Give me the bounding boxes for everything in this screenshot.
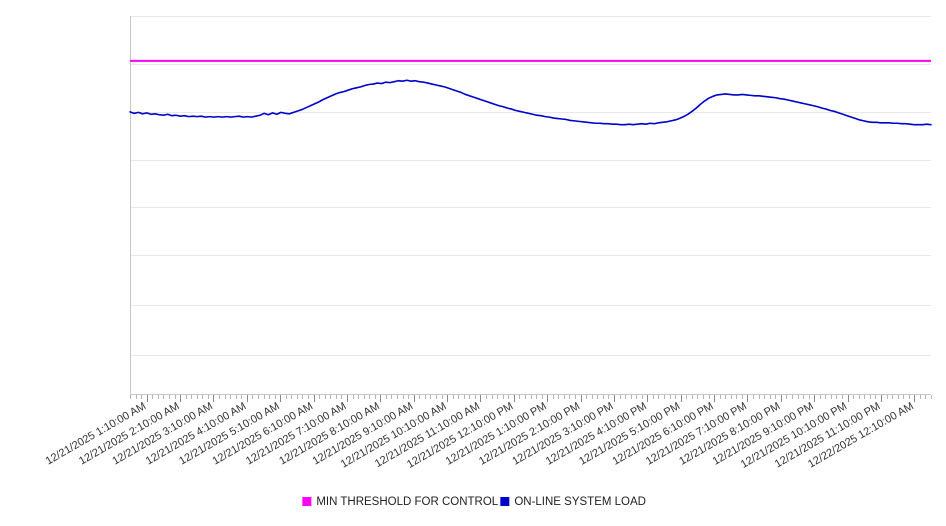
chart-legend: MIN THRESHOLD FOR CONTROL ON-LINE SYSTEM … — [302, 496, 646, 508]
gridlines — [130, 16, 931, 356]
legend-label: MIN THRESHOLD FOR CONTROL — [316, 496, 498, 508]
series-load-line — [129, 79, 932, 126]
x-axis-ticks — [130, 395, 932, 402]
load-line-path — [129, 79, 932, 126]
legend-swatch — [302, 497, 312, 506]
legend-label: ON-LINE SYSTEM LOAD — [514, 496, 646, 508]
legend-swatch — [500, 497, 510, 506]
axis-lines — [130, 16, 931, 395]
